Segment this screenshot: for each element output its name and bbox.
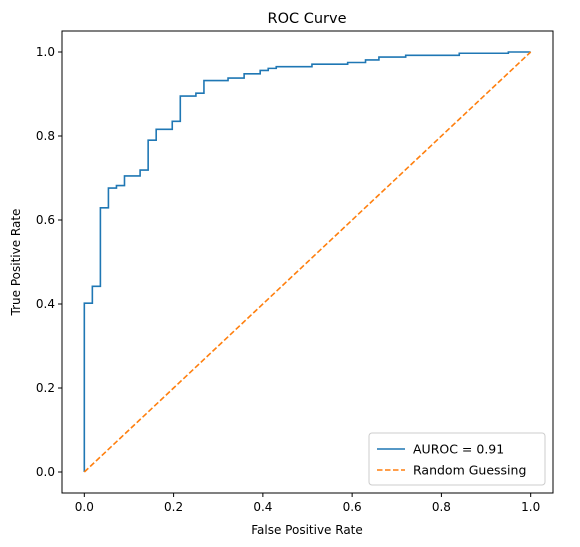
- legend-entry-label: AUROC = 0.91: [413, 442, 504, 457]
- x-tick-label: 0.6: [343, 500, 362, 514]
- plot-frame: [61, 30, 554, 494]
- y-axis-ticks: 0.0 0.2 0.4 0.6 0.8 1.0: [36, 45, 62, 479]
- x-tick-label: 0.0: [75, 500, 94, 514]
- x-axis-ticks: 0.0 0.2 0.4 0.6 0.8 1.0: [75, 493, 540, 514]
- x-tick-label: 1.0: [521, 500, 540, 514]
- legend-entry-label: Random Guessing: [413, 463, 526, 478]
- random-guessing-line: [83, 51, 532, 473]
- y-axis-label: True Positive Rate: [9, 209, 23, 317]
- y-tick-label: 1.0: [36, 45, 55, 59]
- chart-title: ROC Curve: [268, 11, 347, 27]
- x-tick-label: 0.2: [164, 500, 183, 514]
- y-tick-label: 0.6: [36, 213, 55, 227]
- x-axis-label: False Positive Rate: [251, 523, 363, 537]
- roc-curve-line: [83, 51, 531, 472]
- x-tick-label: 0.4: [253, 500, 272, 514]
- legend-box: [368, 432, 546, 486]
- y-tick-label: 0.2: [36, 381, 55, 395]
- y-tick-label: 0.0: [36, 465, 55, 479]
- chart-legend: AUROC = 0.91 Random Guessing: [368, 432, 546, 486]
- y-tick-label: 0.4: [36, 297, 55, 311]
- x-tick-label: 0.8: [432, 500, 451, 514]
- y-tick-label: 0.8: [36, 129, 55, 143]
- plot-area: [83, 51, 532, 473]
